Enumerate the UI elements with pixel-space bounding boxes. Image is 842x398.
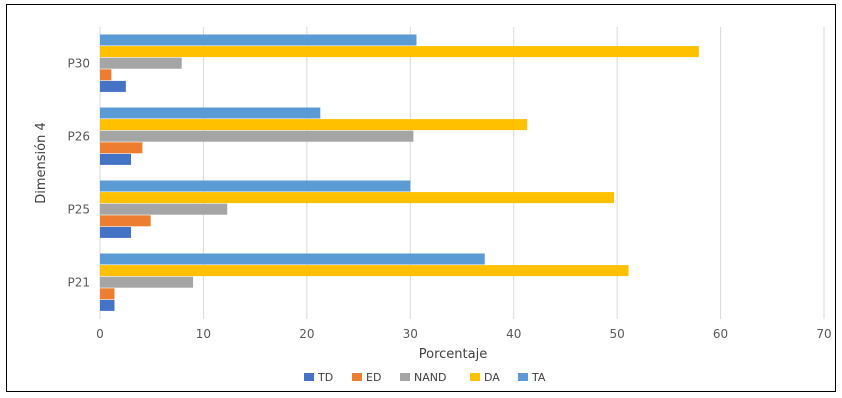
legend-swatch — [470, 373, 480, 381]
bar-nand-p25 — [100, 203, 228, 215]
bar-td-p25 — [100, 226, 132, 238]
x-tick-label: 70 — [816, 327, 831, 341]
gridlines — [99, 27, 825, 319]
x-tick-label: 30 — [403, 327, 418, 341]
bar-ed-p21 — [100, 288, 115, 300]
y-tick-label: P25 — [67, 203, 90, 217]
x-tick-label: 50 — [610, 327, 625, 341]
bar-td-p21 — [100, 299, 115, 311]
x-tick-label: 60 — [713, 327, 728, 341]
y-axis-ticks: P21 P25 P26 P30 — [67, 57, 90, 290]
bar-da-p26 — [100, 119, 528, 131]
chart-frame: 0 10 20 30 40 50 60 70 P21 P25 P26 P30 Porcentaje … — [6, 4, 836, 392]
legend-item-nand: NAND — [400, 371, 446, 384]
legend-swatch — [400, 373, 410, 381]
bar-ed-p30 — [100, 69, 112, 81]
bar-ta-p25 — [100, 180, 411, 192]
legend: TD ED NAND DA TA — [304, 371, 546, 384]
bar-ed-p25 — [100, 215, 151, 227]
legend-label: TA — [531, 371, 546, 384]
legend-item-ed: ED — [352, 371, 381, 384]
legend-item-ta: TA — [518, 371, 546, 384]
legend-swatch — [518, 373, 528, 381]
bar-nand-p30 — [100, 57, 182, 69]
legend-item-da: DA — [470, 371, 500, 384]
legend-swatch — [352, 373, 362, 381]
bar-nand-p21 — [100, 276, 194, 288]
bar-da-p30 — [100, 46, 699, 58]
bar-td-p30 — [100, 80, 126, 92]
bar-nand-p26 — [100, 130, 414, 142]
legend-label: NAND — [414, 371, 446, 384]
bar-ta-p30 — [100, 34, 417, 46]
x-tick-label: 20 — [299, 327, 314, 341]
bars — [100, 34, 699, 311]
y-tick-label: P26 — [67, 130, 90, 144]
bar-da-p21 — [100, 265, 629, 277]
legend-swatch — [304, 373, 314, 381]
bar-ta-p26 — [100, 107, 321, 119]
x-axis-label: Porcentaje — [419, 347, 487, 362]
y-tick-label: P21 — [67, 276, 90, 290]
legend-item-td: TD — [304, 371, 333, 384]
legend-label: TD — [317, 371, 333, 384]
x-axis-ticks: 0 10 20 30 40 50 60 70 — [96, 327, 831, 341]
bar-ta-p21 — [100, 253, 485, 265]
x-tick-label: 10 — [196, 327, 211, 341]
legend-label: ED — [366, 371, 381, 384]
bar-ed-p26 — [100, 142, 143, 154]
x-tick-label: 0 — [96, 327, 104, 341]
bar-td-p26 — [100, 153, 132, 165]
y-tick-label: P30 — [67, 57, 90, 71]
y-axis-label: Dimensión 4 — [34, 122, 49, 204]
legend-label: DA — [484, 371, 500, 384]
bar-da-p25 — [100, 192, 615, 204]
x-tick-label: 40 — [506, 327, 521, 341]
